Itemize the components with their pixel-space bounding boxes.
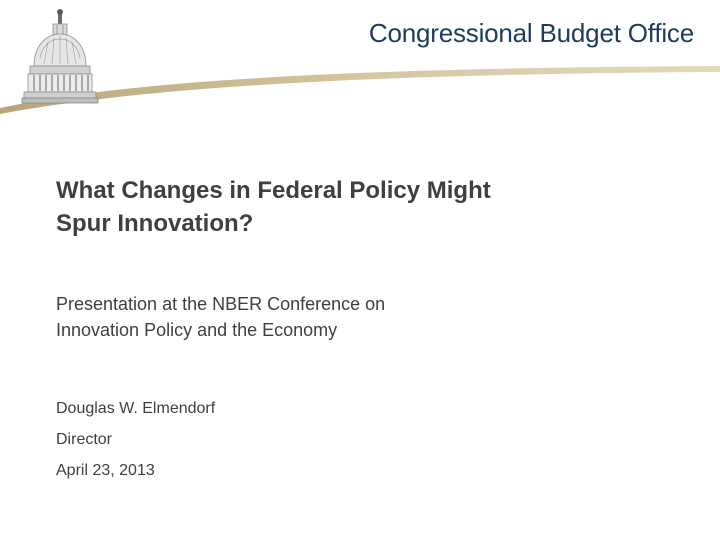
capitol-dome-icon xyxy=(21,9,99,104)
subtitle-line-2: Innovation Policy and the Economy xyxy=(56,320,338,340)
header-swoosh xyxy=(0,66,720,114)
presenter-info: Douglas W. Elmendorf Director April 23, … xyxy=(56,396,456,489)
presenter-role: Director xyxy=(56,431,113,448)
organization-name: Congressional Budget Office xyxy=(368,18,694,48)
subtitle-line-1: Presentation at the NBER Conference on xyxy=(56,294,386,314)
slide-title: What Changes in Federal Policy Might Spu… xyxy=(56,174,616,240)
slide-subtitle: Presentation at the NBER Conference on I… xyxy=(56,291,616,343)
slide-header: Congressional Budget Office xyxy=(0,0,720,120)
presentation-date: April 23, 2013 xyxy=(56,462,155,479)
title-line-1: What Changes in Federal Policy Might xyxy=(56,177,491,204)
title-line-2: Spur Innovation? xyxy=(56,210,254,237)
presenter-name: Douglas W. Elmendorf xyxy=(56,400,216,417)
